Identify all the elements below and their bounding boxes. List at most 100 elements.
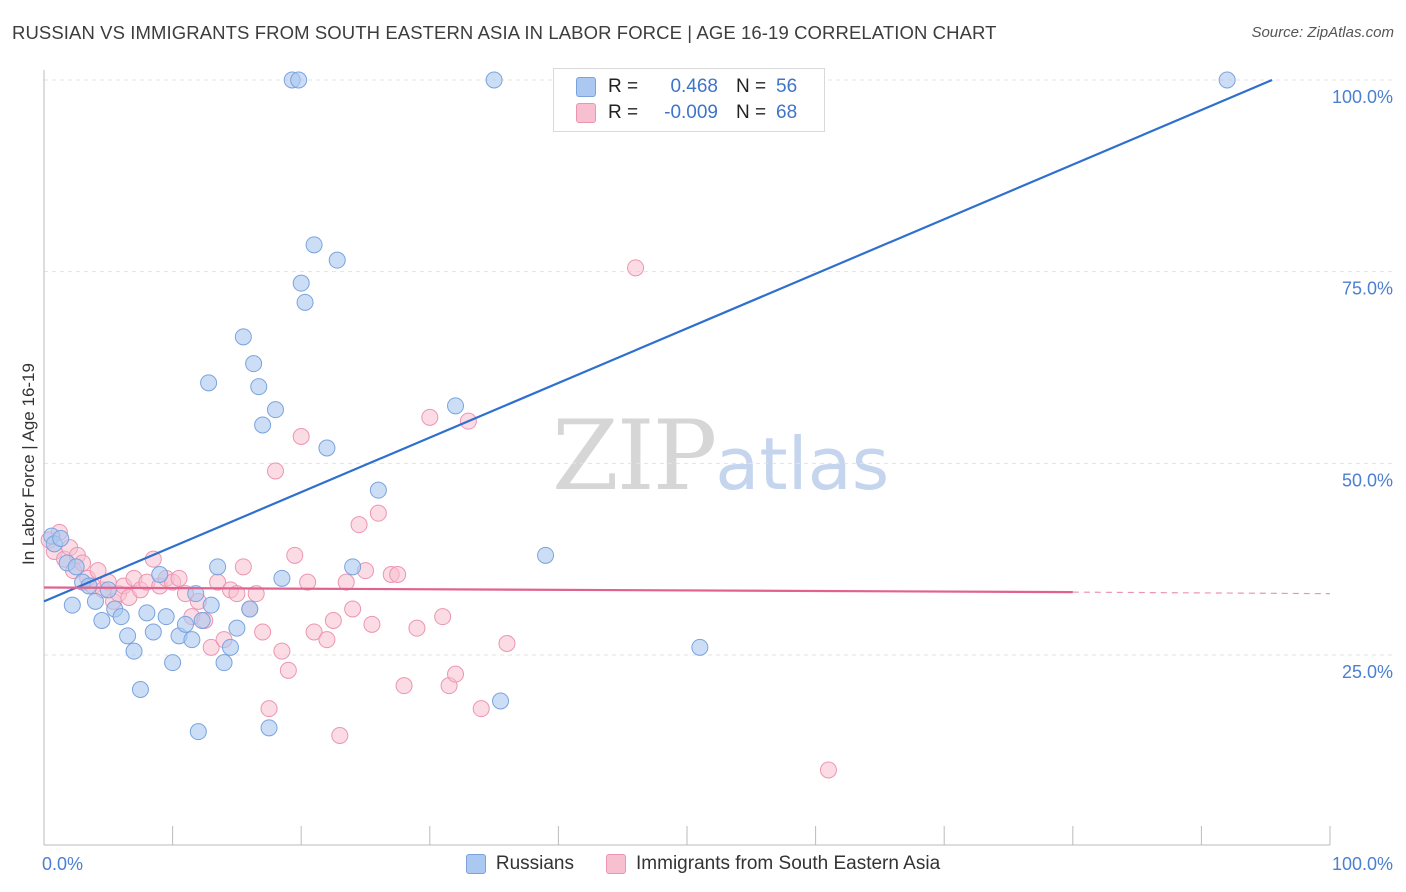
data-point-russians [328,251,346,269]
data-point-russians [492,692,510,710]
data-point-immigrants [202,638,220,656]
watermark-zip: ZIP [552,400,717,512]
watermark-atlas: atlas [715,422,890,506]
data-point-immigrants [170,569,188,587]
data-point-immigrants [273,642,291,660]
data-point-russians [260,719,278,737]
data-point-immigrants [318,631,336,649]
y-tick-label: 100.0% [1332,87,1393,107]
legend-n-label: N = [736,76,767,97]
data-point-russians [52,529,70,547]
data-point-immigrants [228,585,246,603]
legend-swatch-pink [576,103,596,123]
data-point-russians [691,638,709,656]
data-point-immigrants [369,504,387,522]
legend-label-russians: Russians [495,853,575,874]
legend-label-immigrants: Immigrants from South Eastern Asia [636,853,941,874]
data-point-immigrants [299,573,317,591]
data-point-russians [221,638,239,656]
series-immigrants-points [40,259,837,779]
legend-item-russians[interactable]: Russians [465,853,575,875]
data-point-immigrants [421,408,439,426]
y-tick-label: 75.0% [1342,279,1393,299]
axes [43,70,1331,846]
data-point-russians [151,566,169,583]
data-point-russians [200,374,218,392]
data-point-russians [266,401,284,419]
x-tick-label: 100.0% [1332,854,1393,874]
data-point-russians [292,274,310,292]
data-point-immigrants [292,428,310,445]
data-point-russians [189,723,207,741]
correlation-legend: R = 0.468 N = 56 R = -0.009 N = 68 [553,68,825,132]
x-tick-label: 0.0% [42,854,83,874]
data-point-immigrants [247,585,265,603]
data-point-immigrants [363,615,381,633]
data-point-russians [485,71,503,89]
data-point-russians [537,546,555,564]
data-point-russians [125,642,143,660]
series-russians-points [43,71,1236,741]
data-point-russians [86,592,104,610]
data-point-immigrants [324,612,342,629]
data-point-russians [250,378,268,396]
data-point-immigrants [337,573,355,591]
data-point-russians [234,328,252,346]
source-label: Source: ZipAtlas.com [1251,24,1394,41]
data-point-russians [202,596,220,614]
data-point-russians [112,608,130,626]
legend-item-immigrants[interactable]: Immigrants from South Eastern Asia [606,853,940,875]
data-point-russians [138,604,156,622]
y-tick-label: 50.0% [1342,470,1393,490]
data-point-russians [187,585,205,603]
data-point-russians [241,600,259,618]
data-point-russians [228,619,246,637]
data-point-immigrants [266,462,284,480]
data-point-russians [63,596,81,614]
data-point-immigrants [498,635,516,652]
trend-line-russians [43,78,1273,603]
data-point-immigrants [434,608,452,626]
data-point-russians [193,612,211,629]
legend-swatch-blue [576,77,596,97]
data-point-russians [305,236,323,254]
data-point-immigrants [344,600,362,618]
data-point-russians [176,615,194,633]
data-point-russians [369,481,387,499]
legend-row-immigrants: R = -0.009 N = 68 [576,100,797,126]
data-point-russians [209,558,227,576]
data-point-immigrants [254,623,272,641]
axis-labels: 25.0% 50.0% 75.0% 100.0% 0.0% 100.0% In Labor … [19,87,1393,874]
series-legend: Russians Immigrants from South Eastern A… [0,850,1406,878]
legend-swatch-blue [465,854,486,874]
legend-n-value: 68 [776,102,798,123]
data-point-russians [119,627,137,645]
legend-r-value: 0.468 [670,76,718,97]
legend-r-label: R = [608,102,639,123]
data-point-russians [318,439,336,457]
data-point-russians [157,608,175,626]
data-point-russians [273,569,291,587]
y-tick-label: 25.0% [1342,662,1393,682]
data-point-immigrants [389,566,407,583]
data-point-russians [296,293,314,311]
legend-r-label: R = [608,76,639,97]
chart-title: RUSSIAN VS IMMIGRANTS FROM SOUTH EASTERN… [12,22,997,43]
data-point-immigrants [331,727,349,744]
legend-n-label: N = [736,102,767,123]
data-point-immigrants [472,700,490,718]
data-point-russians [447,397,465,415]
data-point-immigrants [234,558,252,576]
trend-line-immigrants-extrapolated [1072,591,1331,595]
data-point-immigrants [819,761,837,779]
legend-n-value: 56 [776,76,798,97]
data-point-immigrants [408,619,426,637]
trend-lines [43,78,1331,603]
data-point-immigrants [627,259,645,277]
legend-r-value: -0.009 [664,102,718,123]
data-point-russians [1218,71,1236,89]
data-point-russians [164,654,182,672]
data-point-russians [144,623,162,641]
data-point-russians [254,416,272,434]
watermark: ZIPatlas [552,400,889,512]
